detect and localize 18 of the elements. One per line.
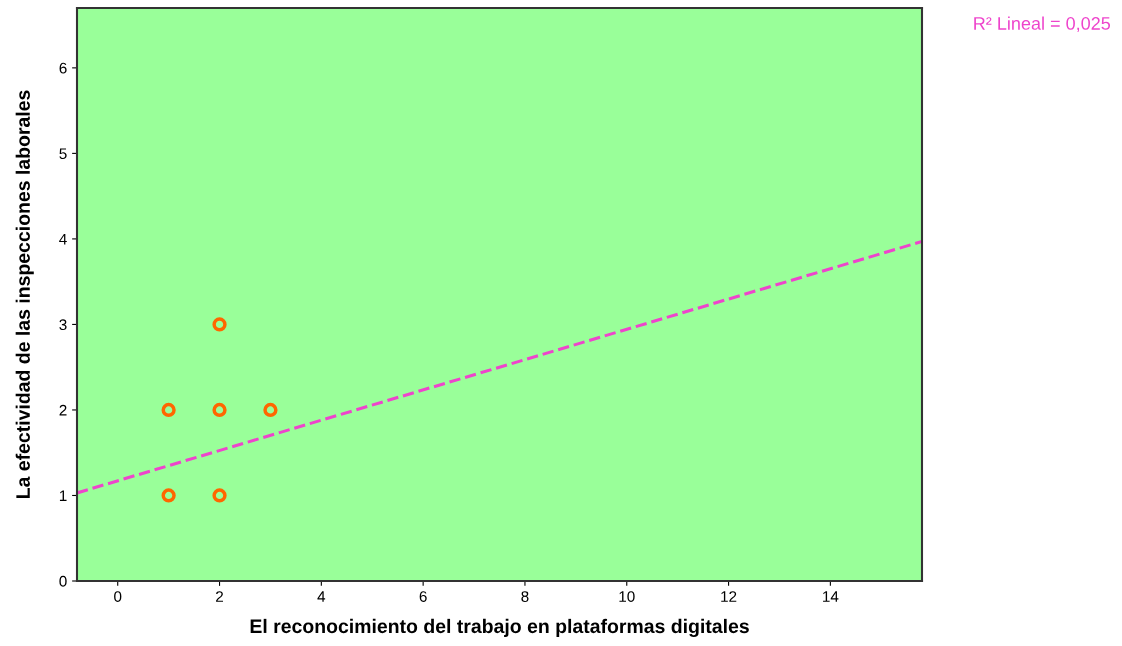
x-tick-label: 2 <box>216 591 224 602</box>
x-axis-title: El reconocimiento del trabajo en plataformas digitales <box>250 618 749 638</box>
text: R² Lineal = 0,025 <box>974 16 1111 32</box>
y-tick-label: 6 <box>59 62 67 74</box>
y-axis-title: La efectividad de las inspecciones laborales <box>15 90 34 498</box>
y-tick-label: 0 <box>59 575 67 587</box>
x-tick-label: 8 <box>521 591 529 602</box>
y-tick-label: 1 <box>59 490 67 502</box>
x-tick-label: 6 <box>419 591 427 602</box>
y-tick-label: 4 <box>59 233 67 245</box>
x-tick-label: 10 <box>619 591 635 602</box>
y-tick-label: 5 <box>59 148 67 160</box>
x-tick-label: 0 <box>114 591 122 602</box>
x-tick-label: 12 <box>721 591 737 602</box>
y-tick-label: 3 <box>59 319 67 331</box>
x-tick-label: 4 <box>317 591 326 602</box>
y-tick-label: 2 <box>59 404 67 416</box>
x-tick-label: 14 <box>823 591 839 602</box>
